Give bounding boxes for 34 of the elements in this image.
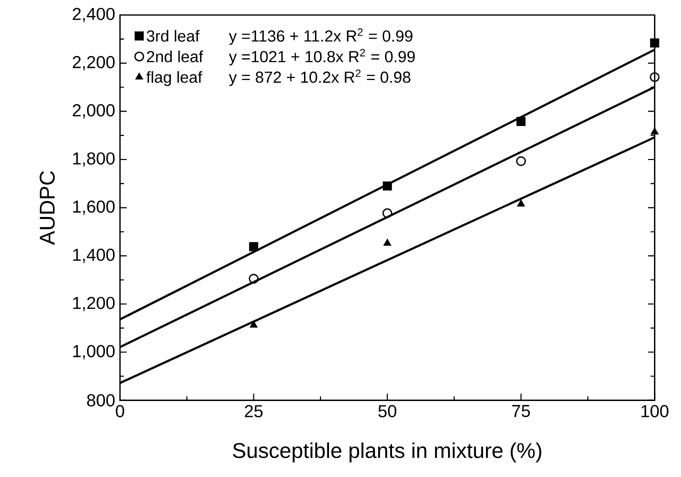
point [650,72,660,82]
annotation: y =1021 + 10.8x R$^{2}$ = 0.99 [228,48,415,66]
y-tick-label: 2,200 [72,56,115,70]
x-tick-label: 25 [244,405,263,418]
point [650,38,660,48]
x-axis-title: Susceptible plants in mixture (%) [232,442,542,462]
y-tick-label: 1,400 [73,248,115,263]
point [382,208,392,218]
annotation: y =1136 + 11.2x R$^{2}$ = 0.99 [228,28,412,45]
y-tick-label: 2,000 [72,104,115,118]
x-tick-label: 50 [378,405,396,418]
x-tick-label: 100 [642,405,668,418]
y-tick-label: 1,600 [73,200,115,215]
x-tick-label: 75 [512,405,530,418]
point [382,181,392,191]
y-tick-label: 1,800 [73,152,115,167]
point [250,320,258,328]
point [517,200,525,206]
annotation: y = 872 + 10.2x R$^{2}$ = 0.98 [228,69,410,86]
y-axis-title: AUDPC [40,171,55,245]
point [383,238,392,246]
point [248,274,259,284]
point [516,116,526,126]
x-tick-label: 0 [116,405,124,418]
y-tick-label: 800 [87,394,115,406]
point [516,156,526,166]
point [650,127,659,134]
y-tick-label: 2,400 [72,8,115,22]
legend-label: flag leaf [146,71,202,86]
point [249,242,258,252]
y-tick-label: 1,200 [73,296,115,312]
legend-label: 3rd leaf [146,30,200,42]
legend-label: 2nd leaf [146,50,204,62]
y-tick-label: 1,000 [73,344,115,360]
